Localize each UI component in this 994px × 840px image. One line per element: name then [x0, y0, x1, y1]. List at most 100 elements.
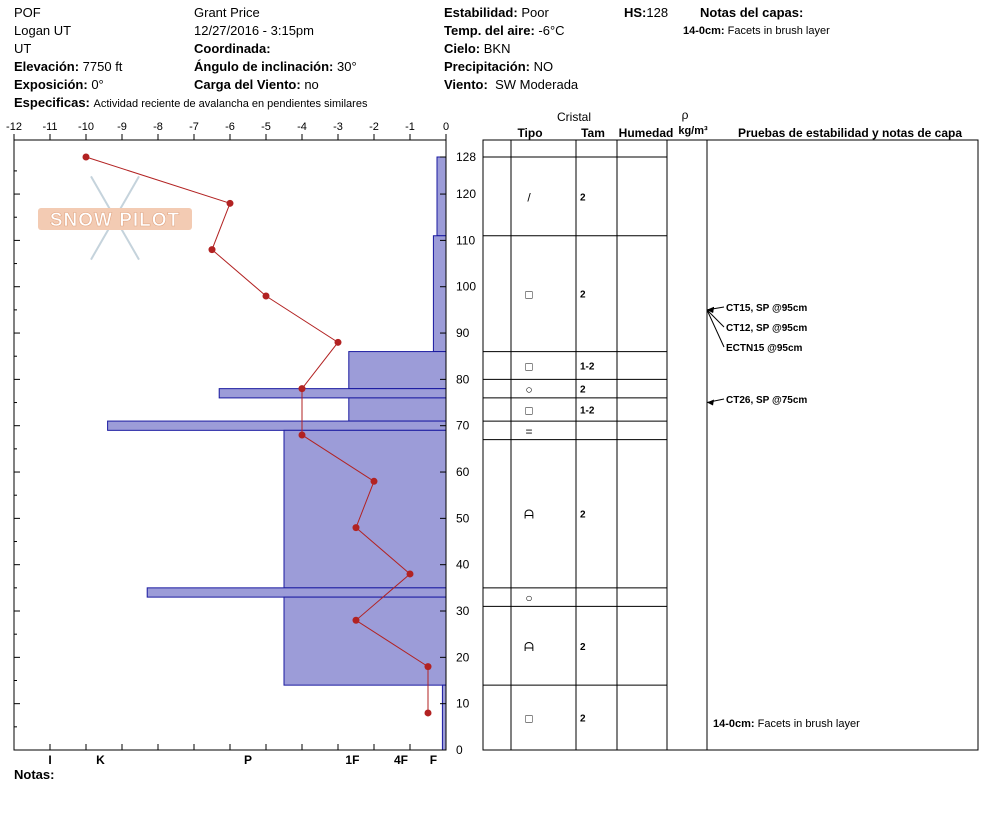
- aspect: Exposición: 0°: [14, 77, 104, 92]
- layer-table-border: [482, 139, 979, 751]
- layer-crystal-type: ᗩ: [524, 640, 534, 654]
- air-temp: Temp. del aire: -6°C: [444, 23, 565, 38]
- elevation-value: 7750 ft: [82, 59, 123, 74]
- layer-crystal-size: 2: [580, 714, 586, 725]
- temp-tick-label: -2: [369, 121, 379, 133]
- depth-tick-label: 60: [456, 465, 470, 479]
- temperature-point: [424, 709, 432, 717]
- crystal-header: Cristal: [557, 110, 591, 124]
- layer-notes-header: 14-0cm: Facets in brush layer: [683, 24, 830, 39]
- slope-label: Ángulo de inclinación:: [194, 59, 334, 74]
- layer-note-description: Facets in brush layer: [755, 718, 860, 730]
- layer-crystal-type: □: [525, 712, 532, 726]
- hs-value: 128: [646, 5, 669, 20]
- temperature-profile: [82, 153, 432, 717]
- temperature-point: [352, 524, 360, 532]
- layer-note-text: Facets in brush layer: [727, 25, 830, 37]
- slope-value: 30°: [337, 59, 357, 74]
- temp-tick-label: 0: [443, 121, 449, 133]
- stability-value: Poor: [521, 5, 549, 20]
- notes-label: Notas:: [14, 767, 55, 782]
- stability-test-label: CT26, SP @75cm: [726, 395, 807, 406]
- layer-crystal-type: □: [525, 288, 532, 302]
- temp-tick-label: -7: [189, 121, 199, 133]
- depth-tick-label: 80: [456, 372, 470, 386]
- test-arrow-line: [706, 309, 725, 328]
- hardness-label: 4F: [394, 753, 408, 767]
- temperature-point: [370, 477, 378, 485]
- snowpilot-logo: SNOW PILOT: [38, 175, 192, 261]
- hardness-label: K: [96, 753, 105, 767]
- temperature-point: [262, 292, 270, 300]
- layer-note-in-table: 14-0cm: Facets in brush layer: [713, 718, 860, 730]
- wind: Viento: SW Moderada: [444, 77, 578, 92]
- temp-tick-label: -8: [153, 121, 163, 133]
- hardness-bar: [436, 156, 447, 237]
- depth-tick-label: 128: [456, 150, 476, 164]
- hardness-bar: [218, 388, 447, 399]
- temperature-point: [82, 153, 90, 161]
- tests-header: Pruebas de estabilidad y notas de capa: [738, 126, 962, 140]
- layer-crystal-type: □: [525, 403, 532, 417]
- hardness-bar: [348, 397, 447, 422]
- type-header: Tipo: [517, 126, 542, 140]
- layer-crystal-type: =: [525, 424, 532, 438]
- sky: Cielo: BKN: [444, 41, 510, 56]
- depth-tick-label: 100: [456, 280, 476, 294]
- layer-crystal-size: 1-2: [580, 405, 595, 416]
- hardness-bar: [283, 429, 447, 589]
- hardness-bar: [146, 587, 447, 598]
- temperature-point: [406, 570, 414, 578]
- slope: Ángulo de inclinación: 30°: [194, 59, 357, 74]
- depth-tick-label: 50: [456, 511, 470, 525]
- temperature-point: [334, 338, 342, 346]
- sky-value: BKN: [483, 41, 511, 56]
- hardness-bar: [283, 596, 447, 686]
- wind-load: Carga del Viento: no: [194, 77, 319, 92]
- temperature-point: [208, 246, 216, 254]
- specifics-value: Actividad reciente de avalancha en pendi…: [93, 98, 368, 110]
- elevation-label: Elevación:: [14, 59, 80, 74]
- temp-tick-label: -3: [333, 121, 343, 133]
- stability-test-label: CT15, SP @95cm: [726, 303, 807, 314]
- layer-crystal-size: 2: [580, 385, 586, 396]
- aspect-value: 0°: [91, 77, 104, 92]
- observer: Grant Price: [194, 5, 260, 20]
- hardness-label: P: [244, 753, 252, 767]
- temperature-point: [298, 431, 306, 439]
- layer-crystal-size: 2: [580, 510, 586, 521]
- test-arrow-line: [706, 309, 725, 348]
- hardness-label: F: [430, 753, 437, 767]
- size-header: Tam: [581, 126, 605, 140]
- hs-label: HS:: [624, 5, 647, 20]
- temp-tick-label: -6: [225, 121, 235, 133]
- sky-label: Cielo:: [444, 41, 481, 56]
- logo-banner: [38, 208, 192, 230]
- hardness-profile: [107, 156, 447, 751]
- stability: Estabilidad: Poor: [444, 5, 549, 20]
- stability-test-label: ECTN15 @95cm: [726, 343, 803, 354]
- chart-frame: -12 -11 -10 -9 -8 -7 -6 -5 -4 -3 -2 -1 0010203040506…: [6, 121, 484, 767]
- depth-tick-label: 0: [456, 743, 463, 757]
- layer-note-label: 14-0cm:: [683, 25, 725, 37]
- depth-tick-label: 20: [456, 650, 470, 664]
- test-arrow-head: [707, 399, 714, 406]
- rho-header: ρ: [682, 108, 689, 122]
- temperature-point: [298, 385, 306, 393]
- temp-tick-label: -5: [261, 121, 271, 133]
- layer-crystal-type: ○: [525, 591, 532, 605]
- precip-value: NO: [533, 59, 554, 74]
- precip-label: Precipitación:: [444, 59, 530, 74]
- depth-tick-label: 110: [456, 233, 475, 247]
- layer-crystal-size: 1-2: [580, 361, 595, 372]
- hardness-bar: [107, 420, 447, 431]
- depth-tick-label: 10: [456, 697, 470, 711]
- layer-crystal-type: /: [527, 190, 531, 204]
- depth-tick-label: 40: [456, 558, 470, 572]
- hardness-label: I: [48, 753, 51, 767]
- depth-tick-label: 30: [456, 604, 470, 618]
- temperature-point: [352, 616, 360, 624]
- hardness-bar: [348, 351, 447, 390]
- hs: HS:128: [624, 5, 668, 20]
